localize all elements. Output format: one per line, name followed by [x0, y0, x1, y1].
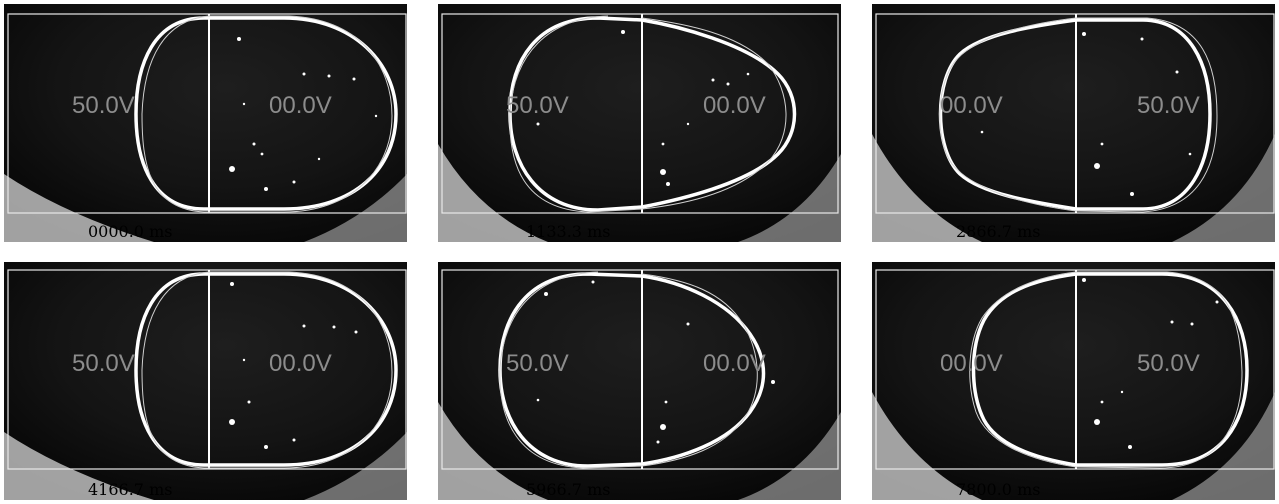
- right-voltage-label: 00.0V: [703, 92, 766, 119]
- frame-panel: 00.0V 50.0V 7800.0 ms: [872, 262, 1275, 500]
- frame-panel: 50.0V 00.0V 4166.7 ms: [4, 262, 407, 500]
- timestamp-label: 4166.7 ms: [88, 480, 173, 499]
- droplet-image: [872, 4, 1275, 242]
- timestamp-label: 0000.0 ms: [88, 222, 173, 241]
- right-voltage-label: 50.0V: [1137, 92, 1200, 119]
- droplet-image: [438, 4, 841, 242]
- droplet-image: [872, 262, 1275, 500]
- left-voltage-label: 50.0V: [506, 350, 569, 377]
- frame-panel: 50.0V 00.0V 0000.0 ms: [4, 4, 407, 242]
- left-voltage-label: 00.0V: [940, 92, 1003, 119]
- right-voltage-label: 00.0V: [703, 350, 766, 377]
- droplet-image: [438, 262, 841, 500]
- frame-panel: 00.0V 50.0V 2866.7 ms: [872, 4, 1275, 242]
- right-voltage-label: 00.0V: [269, 92, 332, 119]
- timestamp-label: 2866.7 ms: [956, 222, 1041, 241]
- frame-panel: 50.0V 00.0V 5966.7 ms: [438, 262, 841, 500]
- droplet-image: [4, 4, 407, 242]
- timestamp-label: 5966.7 ms: [526, 480, 611, 499]
- left-voltage-label: 50.0V: [72, 350, 135, 377]
- left-voltage-label: 50.0V: [506, 92, 569, 119]
- timestamp-label: 7800.0 ms: [956, 480, 1041, 499]
- droplet-image: [4, 262, 407, 500]
- left-voltage-label: 50.0V: [72, 92, 135, 119]
- left-voltage-label: 00.0V: [940, 350, 1003, 377]
- right-voltage-label: 50.0V: [1137, 350, 1200, 377]
- right-voltage-label: 00.0V: [269, 350, 332, 377]
- frame-panel: 50.0V 00.0V 1133.3 ms: [438, 4, 841, 242]
- timestamp-label: 1133.3 ms: [526, 222, 611, 241]
